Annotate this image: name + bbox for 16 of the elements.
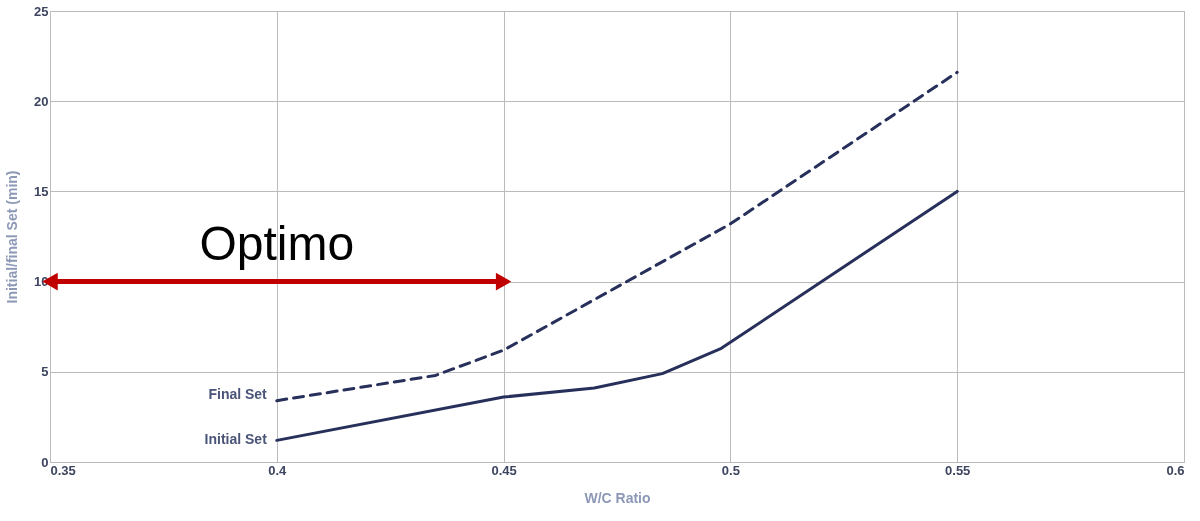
x-tick-label: 0.5 <box>721 462 740 478</box>
x-tick-label: 0.35 <box>50 462 76 478</box>
y-axis-title: Initial/final Set (min) <box>4 170 21 304</box>
annotation: Optimo <box>199 216 355 270</box>
y-tick-label: 0 <box>41 454 49 470</box>
y-tick-label: 20 <box>34 93 49 109</box>
y-tick-label: 5 <box>41 364 49 380</box>
x-tick-label: 0.6 <box>1166 462 1185 478</box>
series-label: Initial Set <box>204 431 268 448</box>
x-tick-label: 0.45 <box>491 462 517 478</box>
x-axis-title: W/C Ratio <box>584 489 651 506</box>
y-tick-label: 15 <box>34 183 49 199</box>
x-tick-label: 0.4 <box>268 462 288 478</box>
x-tick-label: 0.55 <box>945 462 971 478</box>
series-label: Final Set <box>208 385 268 402</box>
y-tick-label: 25 <box>34 3 49 19</box>
